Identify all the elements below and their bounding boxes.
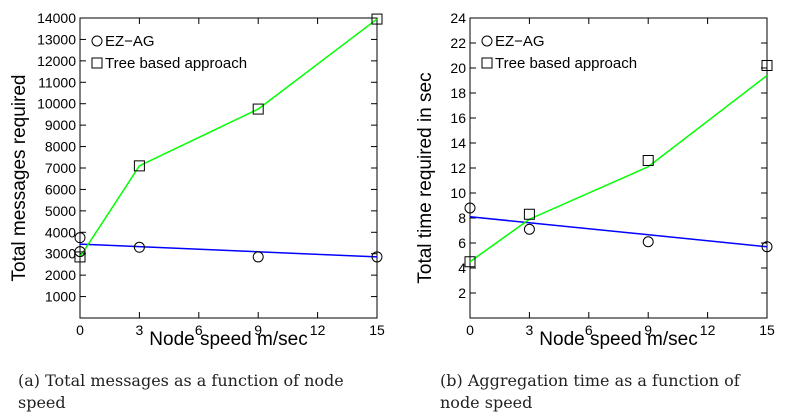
y-tick-label: 4000	[45, 224, 76, 240]
y-tick-label: 7000	[45, 160, 76, 176]
data-point-ez-ag	[761, 241, 773, 253]
series-line-ez-ag	[469, 216, 768, 248]
data-point-ez-ag	[523, 223, 535, 235]
x-tick-label: 15	[759, 322, 775, 338]
legend-marker-ez-ag	[481, 35, 493, 47]
data-point-ez-ag	[252, 251, 264, 263]
y-tick-label: 9000	[45, 117, 76, 133]
x-tick-label: 0	[76, 322, 84, 338]
y-tick-label: 6000	[45, 181, 76, 197]
x-tick-label: 15	[369, 322, 385, 338]
x-tick-label: 6	[195, 322, 203, 338]
x-tick-label: 6	[585, 322, 593, 338]
data-point-tree-based	[523, 208, 535, 220]
y-tick-label: 2000	[45, 267, 76, 283]
legend-label-tree-based: Tree based approach	[105, 55, 247, 72]
data-point-tree-based	[464, 256, 476, 268]
y-tick-label: 24	[450, 10, 466, 26]
data-point-tree-based	[642, 155, 654, 166]
x-axis-title: Node speed m/sec	[539, 329, 697, 350]
y-tick-label: 18	[450, 85, 466, 101]
data-point-tree-based	[252, 103, 264, 115]
series-line-tree-based	[79, 18, 378, 258]
chart-total-messages: 0 3 6 9 12 15 1000 2000 3000 4000 5000 6000 7000 8000…	[9, 10, 385, 350]
data-point-ez-ag	[642, 236, 654, 248]
y-tick-label: 8	[458, 210, 466, 226]
y-tick-label: 8000	[45, 139, 76, 155]
series-line-tree-based	[469, 74, 768, 263]
x-tick-label: 3	[526, 322, 534, 338]
y-tick-label: 20	[450, 60, 466, 76]
series-line-ez-ag	[79, 243, 378, 258]
y-tick-label: 12000	[37, 53, 76, 69]
legend-label-ez-ag: EZ−AG	[495, 33, 545, 50]
y-tick-label: 5000	[45, 203, 76, 219]
legend-marker-tree-based	[91, 57, 103, 69]
x-tick-label: 9	[254, 322, 262, 338]
x-tick-label: 3	[136, 322, 144, 338]
x-tick-label: 12	[310, 322, 326, 338]
y-tick-label: 14000	[37, 10, 76, 26]
x-tick-label: 0	[466, 322, 474, 338]
y-tick-label: 2	[458, 285, 466, 301]
y-axis-title: Total time required in sec	[415, 72, 436, 283]
data-point-tree-based	[133, 160, 145, 172]
y-tick-label: 10000	[37, 96, 76, 112]
y-tick-label: 13000	[37, 31, 76, 47]
y-tick-label: 14	[450, 135, 466, 151]
y-tick-label: 3000	[45, 246, 76, 262]
y-tick-label: 11000	[38, 74, 76, 90]
data-point-ez-ag	[371, 251, 383, 263]
y-tick-label: 4	[458, 260, 466, 276]
y-axis-title: Total messages required	[9, 75, 30, 282]
y-tick-label: 6	[458, 235, 466, 251]
y-tick-label: 22	[450, 35, 466, 51]
data-point-tree-based	[371, 13, 383, 25]
data-point-ez-ag	[74, 232, 86, 244]
caption-a: (a) Total messages as a function of node…	[18, 371, 344, 412]
data-point-tree-based	[74, 251, 86, 263]
caption-b: (b) Aggregation time as a function of no…	[440, 371, 740, 412]
legend-marker-tree-based	[481, 57, 493, 69]
x-axis-title: Node speed m/sec	[149, 329, 307, 350]
data-point-ez-ag	[464, 202, 476, 214]
data-point-ez-ag	[133, 241, 145, 253]
y-tick-label: 16	[450, 110, 466, 126]
y-tick-label: 12	[450, 160, 466, 176]
y-tick-label: 10	[450, 185, 466, 201]
x-tick-label: 9	[644, 322, 652, 338]
legend-marker-ez-ag	[91, 35, 103, 47]
data-point-tree-based	[761, 60, 773, 71]
x-tick-label: 12	[700, 322, 716, 338]
legend-label-ez-ag: EZ−AG	[105, 33, 155, 50]
legend-label-tree-based: Tree based approach	[495, 55, 637, 72]
y-tick-label: 1000	[45, 289, 76, 305]
